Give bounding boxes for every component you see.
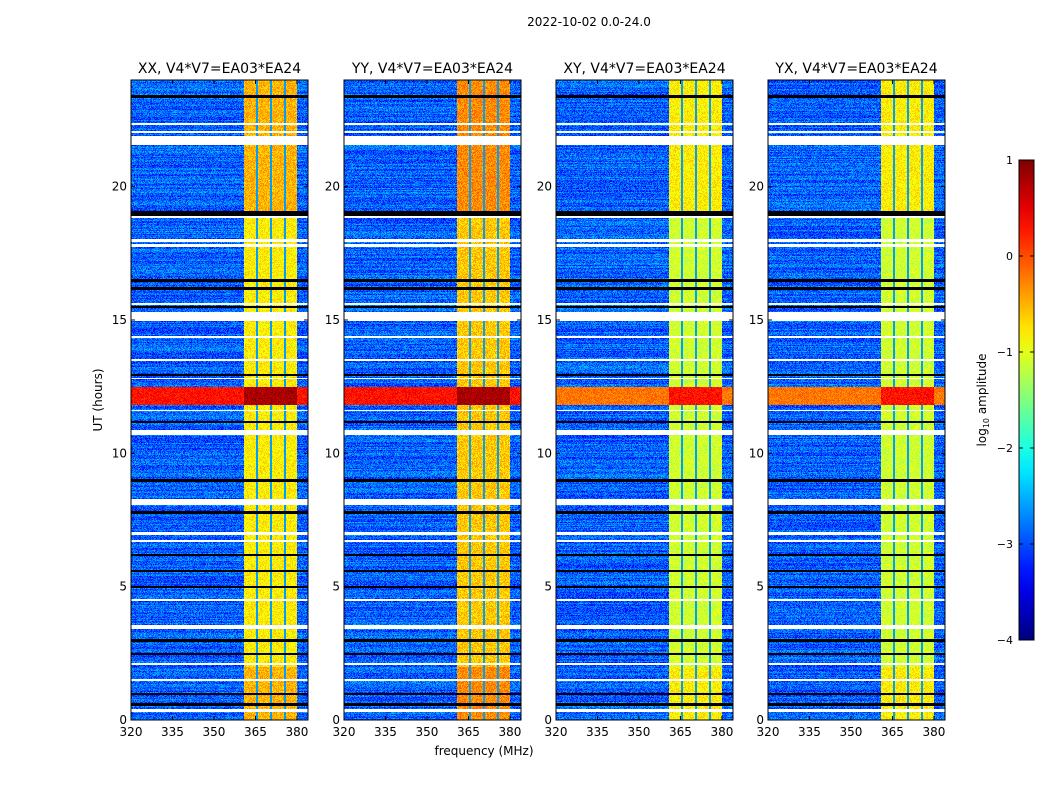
spectrogram-0 <box>131 80 308 720</box>
panel-frame <box>555 79 734 721</box>
panel-title: XY, V4*V7=EA03*EA24 <box>563 61 725 77</box>
y-tick-label: 5 <box>544 580 552 594</box>
y-tick-label: 20 <box>749 180 764 194</box>
x-tick-label: 335 <box>161 725 184 739</box>
y-tick-label: 5 <box>332 580 340 594</box>
y-tick-label: 10 <box>325 446 340 460</box>
x-tick-label: 365 <box>457 725 480 739</box>
colorbar-tick-label: 0 <box>1006 250 1013 263</box>
panel-title: XX, V4*V7=EA03*EA24 <box>138 61 301 77</box>
panel-frame <box>343 79 522 721</box>
x-tick-label: 350 <box>203 725 226 739</box>
x-tick-label: 320 <box>120 725 143 739</box>
y-tick-label: 15 <box>749 313 764 327</box>
colorbar-tick-label: −4 <box>997 634 1013 647</box>
y-tick-label: 5 <box>119 580 127 594</box>
y-tick-label: 20 <box>112 180 127 194</box>
y-tick-label: 10 <box>112 446 127 460</box>
x-tick-label: 335 <box>586 725 609 739</box>
colorbar-tick-label: −2 <box>997 442 1013 455</box>
x-tick-label: 365 <box>244 725 267 739</box>
y-tick-label: 10 <box>537 446 552 460</box>
x-tick-label: 320 <box>757 725 780 739</box>
y-tick-label: 15 <box>537 313 552 327</box>
x-tick-label: 365 <box>881 725 904 739</box>
y-tick-label: 20 <box>537 180 552 194</box>
spectrogram-2 <box>556 80 733 720</box>
y-tick-label: 10 <box>749 446 764 460</box>
x-tick-label: 365 <box>669 725 692 739</box>
x-axis-label: frequency (MHz) <box>434 744 533 758</box>
x-tick-label: 320 <box>333 725 356 739</box>
x-tick-label: 380 <box>498 725 521 739</box>
panel-title: YY, V4*V7=EA03*EA24 <box>351 61 513 77</box>
panel-title: YX, V4*V7=EA03*EA24 <box>774 61 937 77</box>
y-tick-label: 0 <box>332 713 340 727</box>
panel-1: YY, V4*V7=EA03*EA24 320 335 350 365 380 0 5 10 15… <box>325 61 522 739</box>
y-tick-label: 0 <box>544 713 552 727</box>
spectrogram-1 <box>344 80 521 720</box>
y-tick-label: 15 <box>325 313 340 327</box>
x-tick-label: 380 <box>285 725 308 739</box>
x-tick-label: 350 <box>840 725 863 739</box>
y-tick-label: 0 <box>756 713 764 727</box>
colorbar-label: log10 amplitude <box>975 354 991 447</box>
x-tick-label: 335 <box>374 725 397 739</box>
colorbar-gradient <box>1018 159 1035 641</box>
colorbar: 1 0 −1 −2 −3 −4 <box>997 154 1035 647</box>
y-tick-label: 15 <box>112 313 127 327</box>
x-tick-label: 380 <box>922 725 945 739</box>
spectrogram-3 <box>768 80 945 720</box>
y-tick-label: 0 <box>119 713 127 727</box>
colorbar-tick-label: 1 <box>1006 154 1013 167</box>
colorbar-tick-label: −1 <box>997 346 1013 359</box>
panel-2: XY, V4*V7=EA03*EA24 320 335 350 365 380 0 5 10 15… <box>537 61 734 739</box>
y-tick-label: 20 <box>325 180 340 194</box>
x-tick-label: 350 <box>416 725 439 739</box>
suptitle: 2022-10-02 0.0-24.0 <box>527 15 651 29</box>
panel-0: XX, V4*V7=EA03*EA24 320 335 350 365 380 0 5 10 15… <box>112 61 309 739</box>
colorbar-tick-label: −3 <box>997 538 1013 551</box>
panel-frame <box>130 79 309 721</box>
x-tick-label: 350 <box>628 725 651 739</box>
y-tick-label: 5 <box>756 580 764 594</box>
x-tick-label: 380 <box>710 725 733 739</box>
panel-3: YX, V4*V7=EA03*EA24 320 335 350 365 380 0 5 10 15… <box>749 61 946 739</box>
panel-frame <box>767 79 946 721</box>
y-axis-label: UT (hours) <box>91 368 105 431</box>
x-tick-label: 320 <box>545 725 568 739</box>
x-tick-label: 335 <box>798 725 821 739</box>
